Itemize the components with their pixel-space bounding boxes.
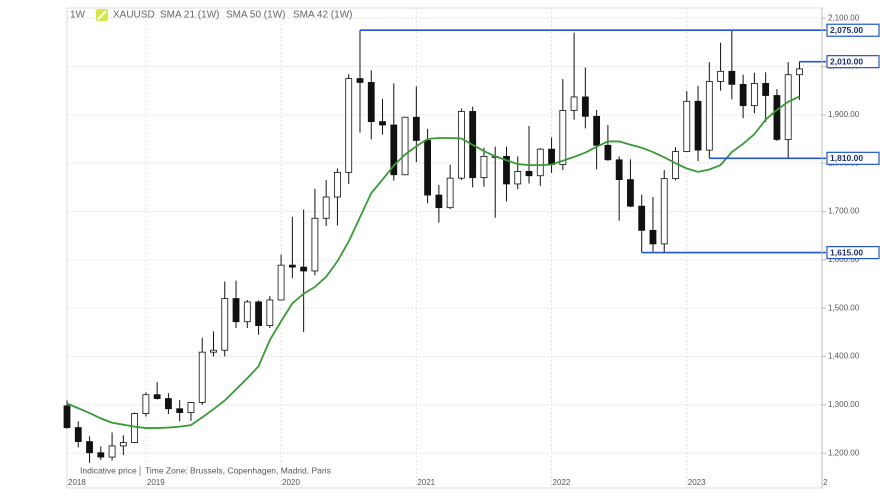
y-tick-label: 1,600.00	[828, 255, 860, 264]
y-tick-label: 1,900.00	[828, 110, 860, 119]
candle-body	[773, 95, 781, 140]
candle-body	[390, 124, 398, 176]
plot	[63, 8, 826, 488]
note-background	[74, 465, 344, 477]
candle-body	[221, 298, 229, 351]
candle-body	[627, 179, 634, 207]
candle-body	[176, 408, 184, 413]
candle-body	[198, 351, 206, 403]
candle-body	[345, 78, 353, 173]
candle-body	[593, 115, 601, 146]
candle-body	[424, 140, 431, 196]
level-label: 1,810.00	[830, 153, 863, 163]
candle-body	[503, 155, 510, 185]
candle-body	[243, 301, 251, 323]
x-tick-label: 2022	[553, 478, 571, 487]
candle-body	[728, 70, 736, 85]
legend-entry: SMA 42 (1W)	[293, 10, 352, 21]
x-tick-label: 2018	[68, 478, 86, 487]
x-tick-label: 2021	[417, 478, 435, 487]
candle-body	[131, 413, 139, 443]
note: Indicative price	[80, 465, 137, 475]
candle-body	[322, 196, 330, 219]
y-tick-label: 1,700.00	[828, 207, 860, 216]
candle-body	[435, 194, 443, 209]
candle-body	[762, 83, 770, 96]
y-tick-label: 1,500.00	[828, 303, 860, 312]
candle-body	[446, 177, 454, 209]
candle-body	[288, 264, 296, 268]
candle-body	[86, 441, 93, 454]
level-label-box	[826, 23, 880, 37]
candle-body	[210, 349, 217, 353]
candle-body	[660, 178, 668, 245]
candle-body	[480, 155, 488, 179]
candle-body	[649, 229, 657, 245]
candle-body	[784, 74, 792, 140]
sma-line	[66, 95, 800, 429]
candle-body	[97, 452, 105, 458]
plot-area	[66, 7, 823, 489]
level-label-box	[826, 55, 880, 69]
candle-body	[514, 170, 522, 185]
candle-body	[401, 116, 409, 176]
symbol-icon-mark	[97, 10, 107, 20]
candle-body	[255, 301, 262, 326]
symbol: XAUUSD	[113, 10, 155, 21]
candle-body	[412, 116, 420, 141]
level-label: 1,615.00	[830, 247, 863, 257]
candle-body	[356, 78, 364, 83]
x-tick-label: 2023	[688, 478, 706, 487]
candle-body	[74, 427, 82, 442]
y-tick-label: 1,200.00	[828, 448, 860, 457]
candle-body	[153, 394, 161, 399]
candle-body	[717, 70, 724, 82]
candle-body	[142, 394, 150, 414]
candle-body	[683, 100, 691, 152]
candle-body	[379, 121, 386, 126]
candle-body	[277, 264, 285, 301]
candle-body	[739, 83, 747, 107]
interval: 1W	[70, 10, 86, 21]
candle-body	[300, 266, 308, 272]
y-tick-label: 1,300.00	[828, 400, 860, 409]
note: Time Zone: Brussels, Copenhagen, Madrid,…	[145, 465, 331, 475]
candle-body	[570, 96, 578, 111]
x-tick-label: 2	[823, 478, 828, 487]
candle-body	[536, 148, 544, 177]
candle-body	[108, 445, 116, 458]
candle-body	[796, 68, 803, 76]
x-tick-label: 2020	[282, 478, 300, 487]
level-label-box	[826, 245, 880, 260]
x-tick-label: 2019	[147, 478, 165, 487]
candle-body	[367, 82, 375, 122]
candle-body	[750, 83, 758, 107]
level-label-box	[826, 151, 880, 165]
candle-body	[559, 110, 567, 166]
candle-body	[705, 81, 713, 151]
indicator: SMA 50 (1W)	[226, 10, 285, 21]
candle-body	[638, 205, 646, 231]
candle-body	[694, 100, 702, 151]
candle-body	[187, 402, 195, 413]
candle-body	[165, 398, 172, 410]
candle-body	[119, 442, 127, 447]
candle-body	[232, 298, 240, 323]
candle-body	[548, 148, 555, 166]
candle-body	[604, 144, 612, 161]
indicator: SMA 21 (1W)	[160, 10, 219, 21]
candle-body	[63, 405, 71, 428]
level-label: 2,075.00	[830, 25, 863, 35]
candle-body	[311, 217, 319, 272]
candle-body	[615, 159, 623, 181]
candle-body	[266, 299, 274, 326]
candle-body	[334, 171, 341, 198]
candle-body	[458, 111, 465, 179]
y-tick-label: 1,400.00	[828, 352, 860, 361]
level-label: 2,010.00	[830, 56, 863, 66]
candle-body	[525, 170, 533, 177]
candle-body	[581, 96, 589, 117]
y-tick-label: 2,100.00	[828, 13, 860, 22]
